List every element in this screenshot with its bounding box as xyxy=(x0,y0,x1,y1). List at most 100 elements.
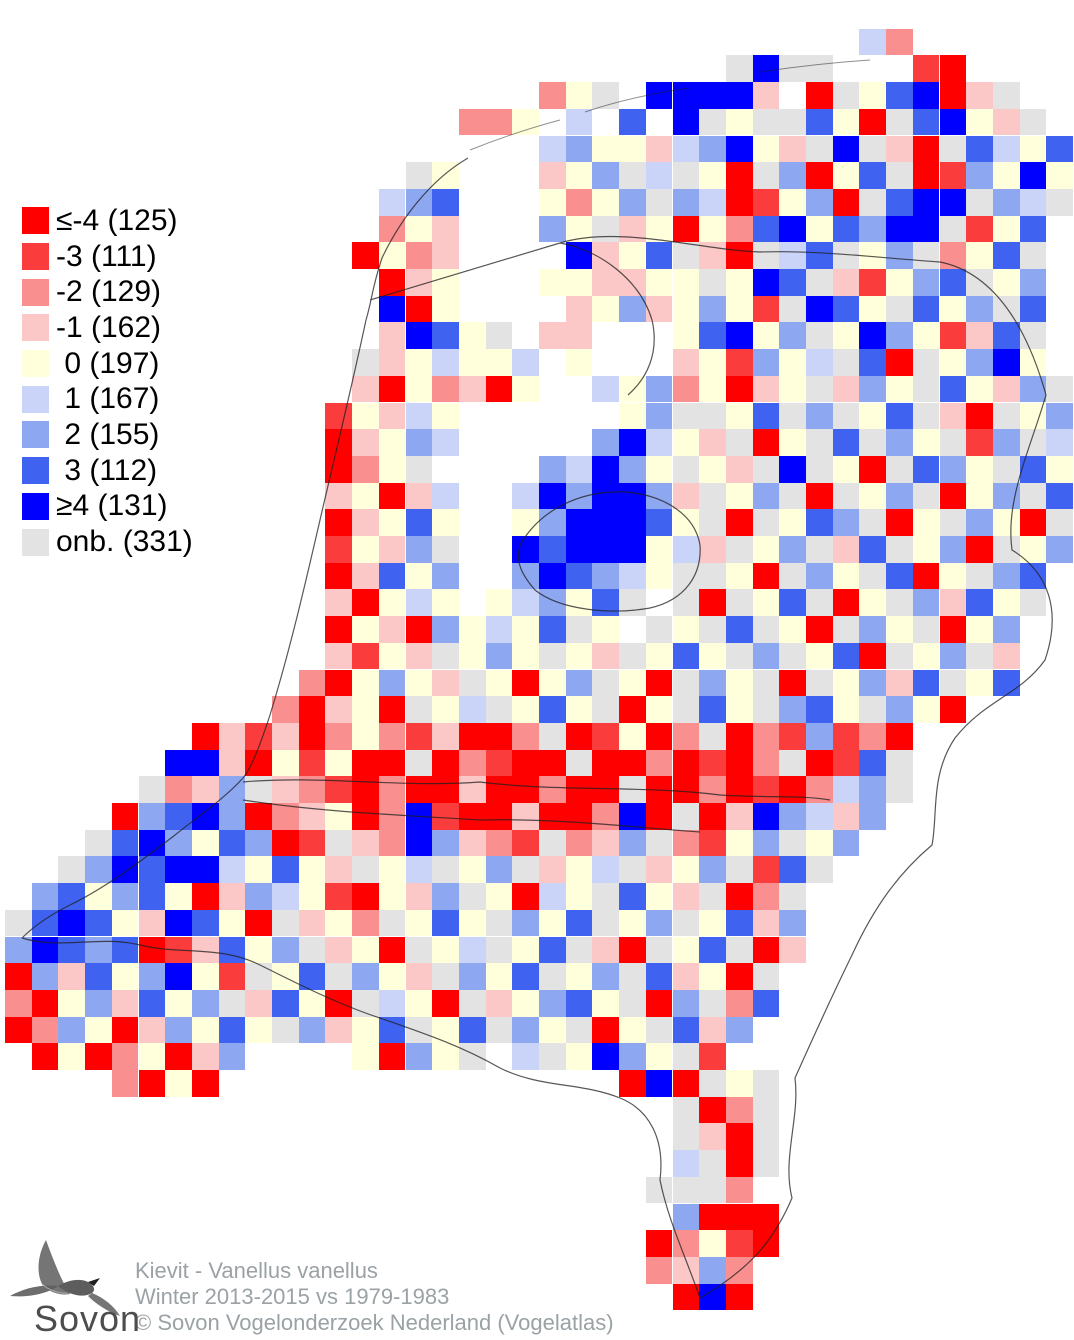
grid-cell xyxy=(592,269,620,296)
grid-cell xyxy=(699,749,726,777)
grid-cell xyxy=(458,1043,486,1070)
grid-cell xyxy=(725,349,753,376)
grid-cell xyxy=(645,295,673,323)
grid-cell xyxy=(779,536,806,563)
grid-cell xyxy=(432,242,459,269)
grid-cell xyxy=(806,509,833,536)
grid-cell xyxy=(992,642,1020,670)
grid-cell xyxy=(619,269,646,296)
grid-cell xyxy=(458,883,486,910)
grid-cell xyxy=(378,722,406,750)
grid-cell xyxy=(619,883,646,910)
grid-cell xyxy=(886,696,913,723)
grid-cell xyxy=(378,776,406,803)
grid-cell xyxy=(859,215,887,243)
grid-cell xyxy=(725,509,753,536)
grid-cell xyxy=(352,375,379,403)
grid-cell xyxy=(432,536,459,563)
grid-cell xyxy=(405,375,433,403)
grid-cell xyxy=(699,776,726,803)
grid-cell xyxy=(592,455,620,483)
grid-cell xyxy=(725,1016,753,1044)
grid-cell xyxy=(939,188,967,216)
grid-cell xyxy=(645,856,673,884)
grid-cell xyxy=(1046,429,1073,456)
grid-cell xyxy=(699,1070,726,1097)
grid-cell xyxy=(886,429,913,456)
grid-cell xyxy=(806,162,833,189)
grid-cell xyxy=(1046,402,1073,430)
grid-cell xyxy=(992,82,1020,109)
legend-item: ≥4 (131) xyxy=(22,489,193,525)
grid-cell xyxy=(859,562,887,590)
grid-cell xyxy=(806,616,833,643)
grid-cell xyxy=(111,936,139,964)
grid-cell xyxy=(672,1123,700,1151)
grid-cell xyxy=(539,82,566,109)
grid-cell xyxy=(458,1016,486,1044)
grid-cell xyxy=(539,616,566,643)
grid-cell xyxy=(779,589,806,617)
grid-cell xyxy=(565,455,593,483)
grid-cell xyxy=(619,749,646,777)
grid-cell xyxy=(539,803,566,830)
grid-cell xyxy=(405,669,433,697)
grid-cell xyxy=(859,669,887,697)
grid-cell xyxy=(619,1016,646,1044)
grid-cell xyxy=(458,803,486,830)
grid-cell xyxy=(592,295,620,323)
grid-cell xyxy=(672,963,700,990)
grid-cell xyxy=(645,562,673,590)
grid-cell xyxy=(565,562,593,590)
grid-cell xyxy=(859,455,887,483)
grid-cell xyxy=(1046,135,1073,163)
grid-cell xyxy=(512,642,539,670)
grid-cell xyxy=(645,135,673,163)
grid-cell xyxy=(619,455,646,483)
grid-cell xyxy=(191,883,219,910)
grid-cell xyxy=(512,696,539,723)
grid-cell xyxy=(272,722,299,750)
grid-cell xyxy=(725,936,753,964)
legend-item: ≤-4 (125) xyxy=(22,203,193,239)
grid-cell xyxy=(672,642,700,670)
grid-cell xyxy=(458,749,486,777)
grid-cell xyxy=(272,1016,299,1044)
grid-cell xyxy=(699,722,726,750)
grid-cell xyxy=(378,1016,406,1044)
grid-cell xyxy=(1046,482,1073,510)
grid-cell xyxy=(752,108,780,136)
grid-cell xyxy=(191,989,219,1017)
grid-cell xyxy=(378,429,406,456)
grid-cell xyxy=(539,269,566,296)
grid-cell xyxy=(806,536,833,563)
grid-cell xyxy=(966,242,993,269)
grid-cell xyxy=(539,856,566,884)
grid-cell xyxy=(886,108,913,136)
grid-cell xyxy=(405,776,433,803)
grid-cell xyxy=(485,776,513,803)
grid-cell xyxy=(378,536,406,563)
grid-cell xyxy=(432,963,459,990)
grid-cell xyxy=(592,589,620,617)
grid-cell xyxy=(485,936,513,964)
legend-item: -3 (111) xyxy=(22,239,193,275)
grid-cell xyxy=(645,1016,673,1044)
grid-cell xyxy=(378,696,406,723)
grid-cell xyxy=(31,989,59,1017)
grid-cell xyxy=(565,589,593,617)
grid-cell xyxy=(645,909,673,937)
grid-cell xyxy=(58,909,86,937)
grid-cell xyxy=(619,295,646,323)
grid-cell xyxy=(592,642,620,670)
grid-cell xyxy=(939,429,967,456)
grid-cell xyxy=(752,722,780,750)
grid-cell xyxy=(485,696,513,723)
grid-cell xyxy=(31,909,59,937)
grid-cell xyxy=(832,108,860,136)
grid-cell xyxy=(619,242,646,269)
grid-cell xyxy=(565,616,593,643)
grid-cell xyxy=(806,722,833,750)
grid-cell xyxy=(245,963,272,990)
grid-cell xyxy=(352,562,379,590)
